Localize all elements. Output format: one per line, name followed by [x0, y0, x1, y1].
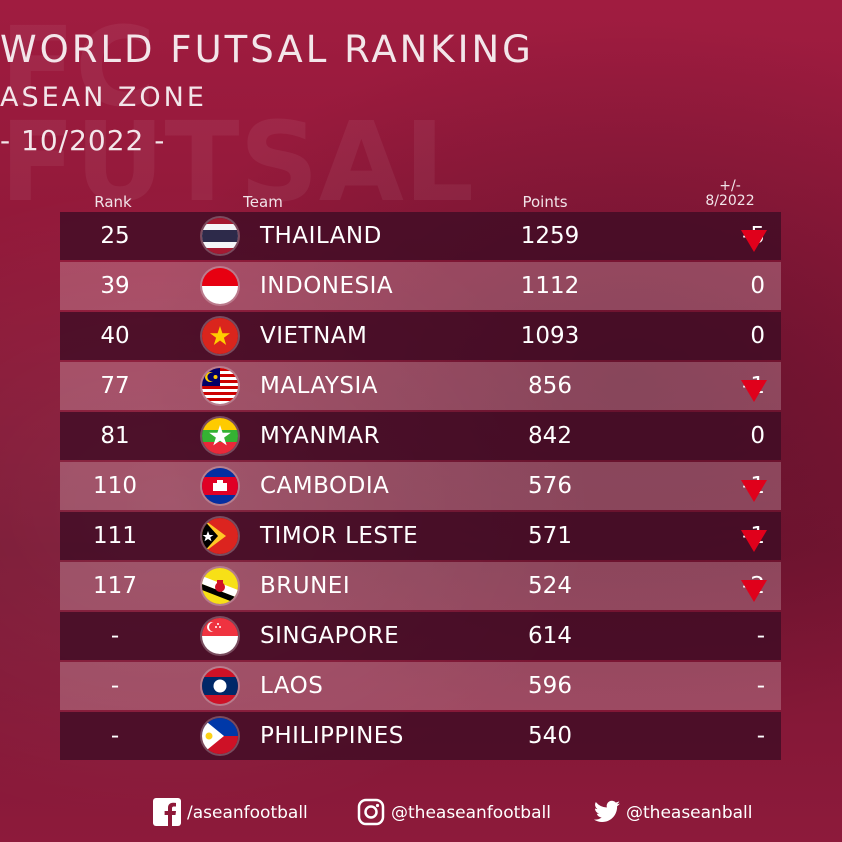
background-watermark: FC FUTSAL [0, 3, 474, 226]
table-row: - LAOS 596 - [60, 662, 781, 710]
points-cell: 1259 [520, 223, 580, 249]
rank-cell: - [110, 673, 120, 699]
table-row: 117 BRUNEI 524 -2 [60, 562, 781, 610]
change-cell: - [756, 673, 765, 699]
twitter-icon [594, 800, 620, 822]
header-change: +/- 8/2022 [690, 179, 770, 209]
header-team: Team [243, 193, 283, 211]
rank-cell: - [110, 623, 120, 649]
vietnam-flag-icon [202, 318, 238, 354]
points-cell: 571 [528, 523, 572, 549]
table-row: 110 CAMBODIA 576 -1 [60, 462, 781, 510]
header-points: Points [522, 193, 568, 211]
points-cell: 524 [528, 573, 572, 599]
singapore-flag-icon [202, 618, 238, 654]
brunei-flag-icon [202, 568, 238, 604]
table-row: - PHILIPPINES 540 - [60, 712, 781, 760]
instagram-icon [357, 798, 385, 826]
twitter-handle: @theaseanball [626, 803, 753, 823]
header-rank: Rank [94, 193, 132, 211]
team-cell: TIMOR LESTE [260, 523, 419, 549]
myanmar-flag-icon [202, 418, 238, 454]
rank-cell: 39 [100, 273, 130, 299]
change-cell: 0 [750, 273, 765, 299]
change-cell: - [756, 623, 765, 649]
points-cell: 576 [528, 473, 572, 499]
table-row: 81 MYANMAR 842 0 [60, 412, 781, 460]
header-change-top: +/- [719, 178, 741, 194]
thailand-flag-icon [202, 218, 238, 254]
rank-cell: 117 [93, 573, 137, 599]
points-cell: 856 [528, 373, 572, 399]
team-cell: PHILIPPINES [260, 723, 404, 749]
down-arrow-icon [741, 230, 767, 252]
change-cell: 0 [750, 323, 765, 349]
page-title: WORLD FUTSAL RANKING [0, 28, 534, 71]
philippines-flag-icon [202, 718, 238, 754]
change-cell: - [756, 723, 765, 749]
rank-cell: 25 [100, 223, 130, 249]
points-cell: 540 [528, 723, 572, 749]
points-cell: 596 [528, 673, 572, 699]
footer-social: /aseanfootball @theaseanfootball @thease… [0, 798, 842, 828]
points-cell: 614 [528, 623, 572, 649]
rank-cell: 81 [100, 423, 130, 449]
table-row: - SINGAPORE 614 - [60, 612, 781, 660]
table-row: 77 MALAYSIA 856 -1 [60, 362, 781, 410]
down-arrow-icon [741, 530, 767, 552]
team-cell: MYANMAR [260, 423, 381, 449]
team-cell: LAOS [260, 673, 324, 699]
down-arrow-icon [741, 380, 767, 402]
rank-cell: 77 [100, 373, 130, 399]
down-arrow-icon [741, 580, 767, 602]
facebook-icon [153, 798, 181, 826]
header-change-bottom: 8/2022 [705, 193, 755, 209]
table-row: 111 TIMOR LESTE 571 -1 [60, 512, 781, 560]
points-cell: 1093 [520, 323, 580, 349]
team-cell: THAILAND [260, 223, 382, 249]
rank-cell: 111 [93, 523, 137, 549]
page-subtitle: ASEAN ZONE [0, 82, 207, 113]
instagram-handle: @theaseanfootball [391, 803, 551, 823]
rank-cell: 40 [100, 323, 130, 349]
table-row: 25 THAILAND 1259 -5 [60, 212, 781, 260]
team-cell: INDONESIA [260, 273, 394, 299]
rank-cell: - [110, 723, 120, 749]
table-row: 40 VIETNAM 1093 0 [60, 312, 781, 360]
team-cell: BRUNEI [260, 573, 351, 599]
ranking-table: 25 THAILAND 1259 -5 39 INDONESIA 1112 0 … [60, 212, 781, 762]
team-cell: VIETNAM [260, 323, 368, 349]
indonesia-flag-icon [202, 268, 238, 304]
laos-flag-icon [202, 668, 238, 704]
table-row: 39 INDONESIA 1112 0 [60, 262, 781, 310]
timor-leste-flag-icon [202, 518, 238, 554]
facebook-handle: /aseanfootball [187, 803, 308, 823]
points-cell: 842 [528, 423, 572, 449]
malaysia-flag-icon [202, 368, 238, 404]
cambodia-flag-icon [202, 468, 238, 504]
team-cell: MALAYSIA [260, 373, 379, 399]
rank-cell: 110 [93, 473, 137, 499]
points-cell: 1112 [520, 273, 580, 299]
down-arrow-icon [741, 480, 767, 502]
change-cell: 0 [750, 423, 765, 449]
period-label: - 10/2022 - [0, 124, 166, 157]
team-cell: SINGAPORE [260, 623, 400, 649]
team-cell: CAMBODIA [260, 473, 390, 499]
